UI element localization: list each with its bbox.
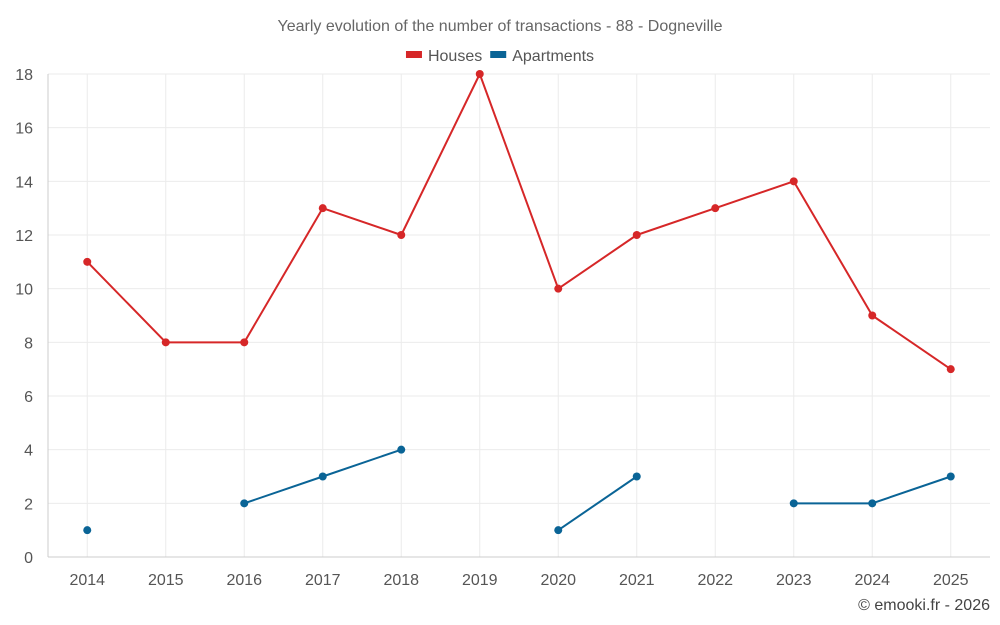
x-tick-label: 2022 <box>697 572 733 589</box>
legend-swatch-houses <box>405 51 422 58</box>
data-point-houses[interactable] <box>318 204 327 213</box>
data-point-apartments[interactable] <box>632 472 641 481</box>
x-tick-label: 2019 <box>462 572 498 589</box>
legend: Houses Apartments <box>405 48 594 65</box>
y-tick-label: 2 <box>24 496 33 513</box>
legend-label-houses: Houses <box>428 48 482 65</box>
series-line-houses <box>86 73 952 370</box>
series-group <box>83 70 955 535</box>
data-point-apartments[interactable] <box>240 499 249 508</box>
data-point-houses[interactable] <box>632 231 641 239</box>
data-point-apartments[interactable] <box>946 472 955 481</box>
y-tick-label: 16 <box>15 121 33 138</box>
x-tick-label: 2016 <box>226 572 262 589</box>
y-tick-label: 4 <box>24 443 33 460</box>
y-axis: 0 2 4 6 8 10 12 14 16 18 <box>15 67 33 567</box>
x-tick-label: 2025 <box>933 572 969 589</box>
data-point-apartments[interactable] <box>397 445 406 454</box>
data-point-apartments[interactable] <box>868 499 877 508</box>
x-tick-label: 2015 <box>148 572 184 589</box>
y-tick-label: 0 <box>24 550 33 567</box>
x-axis: 2014 2015 2016 2017 2018 2019 2020 2021 2022 2023… <box>69 572 968 589</box>
y-tick-label: 8 <box>24 335 33 352</box>
credit-text: © emooki.fr - 2026 <box>858 597 990 614</box>
series-line-apartments <box>557 475 638 531</box>
data-point-houses[interactable] <box>946 365 955 374</box>
y-tick-label: 6 <box>24 389 33 406</box>
legend-label-apartments: Apartments <box>512 48 594 65</box>
data-point-houses[interactable] <box>397 231 406 239</box>
x-tick-label: 2017 <box>305 572 341 589</box>
data-point-houses[interactable] <box>240 338 249 347</box>
data-point-apartments[interactable] <box>318 472 327 481</box>
series-apartments <box>83 445 955 535</box>
series-houses <box>83 70 955 374</box>
data-point-houses[interactable] <box>83 257 92 266</box>
chart-title: Yearly evolution of the number of transa… <box>278 18 723 35</box>
legend-item-apartments[interactable]: Apartments <box>490 48 594 65</box>
data-point-houses[interactable] <box>475 70 484 78</box>
data-point-apartments[interactable] <box>789 499 798 508</box>
x-tick-label: 2023 <box>776 572 812 589</box>
x-tick-label: 2018 <box>383 572 419 589</box>
data-point-houses[interactable] <box>868 311 877 320</box>
data-point-apartments[interactable] <box>554 526 563 535</box>
y-tick-label: 12 <box>15 228 33 245</box>
legend-item-houses[interactable]: Houses <box>405 48 482 65</box>
x-tick-label: 2021 <box>619 572 655 589</box>
data-point-houses[interactable] <box>789 177 798 186</box>
data-point-houses[interactable] <box>161 338 170 347</box>
data-point-houses[interactable] <box>711 204 720 213</box>
data-point-houses[interactable] <box>554 284 563 293</box>
legend-swatch-apartments <box>490 51 507 58</box>
x-tick-label: 2020 <box>540 572 576 589</box>
x-tick-label: 2014 <box>69 572 105 589</box>
x-tick-label: 2024 <box>854 572 890 589</box>
data-point-apartments[interactable] <box>83 526 92 535</box>
y-tick-label: 10 <box>15 282 33 299</box>
y-tick-label: 18 <box>15 67 33 84</box>
grid <box>47 73 990 558</box>
y-tick-label: 14 <box>15 174 33 191</box>
